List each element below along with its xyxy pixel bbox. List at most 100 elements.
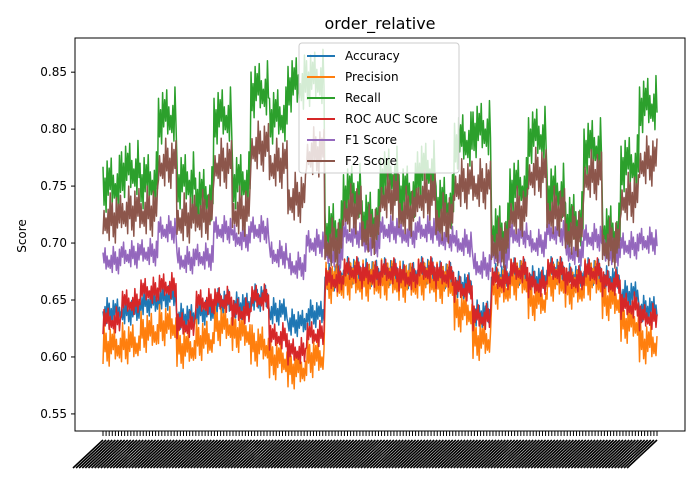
x-tick-label-mark <box>508 439 540 469</box>
x-tick-label-mark <box>323 439 355 469</box>
x-tick-label-mark <box>329 439 361 469</box>
x-tick-label-mark <box>450 439 482 469</box>
x-tick-label-mark <box>156 439 188 469</box>
x-tick-label-mark <box>91 439 123 469</box>
x-tick-label-mark <box>81 439 113 469</box>
chart-title: order_relative <box>324 14 435 34</box>
x-tick-label-mark <box>595 439 627 469</box>
x-tick-label-mark <box>159 439 191 469</box>
x-tick-label-mark <box>332 439 364 469</box>
x-tick-label-mark <box>586 439 618 469</box>
x-tick-label-mark <box>573 439 605 469</box>
x-ticks <box>72 431 658 469</box>
x-tick-label-mark <box>397 439 429 469</box>
x-tick-label-mark <box>217 439 250 469</box>
series-line-f2-score <box>102 120 658 269</box>
x-tick-label-mark <box>304 439 336 469</box>
x-tick-label-mark <box>614 439 646 469</box>
legend-label: F2 Score <box>345 154 397 168</box>
legend: Accuracy Precision Recall ROC AUC Score F1 S… <box>298 42 460 174</box>
x-tick-label-mark <box>289 439 321 469</box>
x-tick-label-mark <box>580 439 612 469</box>
x-tick-label-mark <box>94 439 126 469</box>
x-tick-label-mark <box>118 439 150 469</box>
x-tick-label-mark <box>267 439 299 469</box>
y-tick-label: 0.70 <box>40 236 67 250</box>
x-tick-label-mark <box>601 439 633 469</box>
y-tick-label: 0.80 <box>40 122 67 136</box>
x-tick-label-mark <box>211 439 243 469</box>
x-tick-label-mark <box>233 439 265 469</box>
legend-label: F1 Score <box>345 133 397 147</box>
x-tick-label-mark <box>146 439 178 469</box>
x-tick-label-mark <box>378 439 410 469</box>
y-tick-label: 0.60 <box>40 350 67 364</box>
x-tick-label-mark <box>115 439 147 469</box>
x-tick-label-mark <box>174 439 206 469</box>
x-tick-label-mark <box>177 439 209 469</box>
x-tick-label-mark <box>576 439 609 469</box>
x-tick-label-mark <box>428 439 460 469</box>
x-tick-label-mark <box>205 439 237 469</box>
x-tick-label-mark <box>406 439 438 469</box>
x-tick-label-mark <box>338 439 370 469</box>
x-tick-label-mark <box>620 439 652 469</box>
x-tick-label-mark <box>134 439 166 469</box>
x-tick-label-mark <box>264 439 296 469</box>
x-tick-label-mark <box>186 439 219 469</box>
x-tick-label-mark <box>326 439 358 469</box>
x-tick-label-mark <box>567 439 599 469</box>
x-tick-label-mark <box>521 439 553 469</box>
x-tick-label-mark <box>221 439 253 469</box>
x-tick-label-mark <box>505 439 537 469</box>
x-tick-label-mark <box>236 439 268 469</box>
x-tick-label-mark <box>375 439 407 469</box>
x-tick-label-mark <box>437 439 469 469</box>
x-tick-label-mark <box>279 439 311 469</box>
x-tick-label-mark <box>298 439 330 469</box>
x-tick-label-mark <box>152 439 185 469</box>
x-tick-label-mark <box>171 439 203 469</box>
x-tick-label-mark <box>425 439 457 469</box>
x-tick-label-mark <box>224 439 256 469</box>
x-tick-label-mark <box>140 439 172 469</box>
x-tick-label-mark <box>137 439 169 469</box>
x-tick-label-mark <box>286 439 318 469</box>
x-tick-label-mark <box>128 439 160 469</box>
x-tick-label-mark <box>258 439 290 469</box>
x-tick-label-mark <box>208 439 240 469</box>
x-tick-label-mark <box>341 439 373 469</box>
x-tick-label-mark <box>106 439 138 469</box>
x-tick-label-mark <box>125 439 157 469</box>
x-tick-label-mark <box>626 439 658 469</box>
x-tick-label-mark <box>443 439 475 469</box>
x-tick-label-mark <box>313 439 345 469</box>
y-tick-label: 0.75 <box>40 179 67 193</box>
x-tick-label-mark <box>100 439 132 469</box>
x-tick-label-mark <box>623 439 655 469</box>
x-tick-label-mark <box>180 439 212 469</box>
x-tick-label-mark <box>230 439 262 469</box>
x-tick-label-mark <box>471 439 503 469</box>
x-tick-label-mark <box>480 439 513 469</box>
x-tick-label-mark <box>190 439 222 469</box>
x-tick-label-mark <box>598 439 630 469</box>
x-tick-label-mark <box>273 439 305 469</box>
x-tick-label-mark <box>75 439 107 469</box>
x-tick-label-mark <box>103 439 135 469</box>
x-tick-label-mark <box>87 439 120 469</box>
x-tick-label-mark <box>539 439 571 469</box>
series-layer <box>102 48 658 390</box>
legend-label: Precision <box>345 70 399 84</box>
x-tick-label-mark <box>468 439 500 469</box>
x-tick-label-mark <box>354 439 386 469</box>
x-tick-label-mark <box>248 439 280 469</box>
x-tick-label-mark <box>131 439 163 469</box>
x-tick-label-mark <box>487 439 519 469</box>
x-tick-label-mark <box>242 439 274 469</box>
x-tick-label-mark <box>607 439 639 469</box>
y-tick-label: 0.65 <box>40 293 67 307</box>
x-tick-label-mark <box>474 439 506 469</box>
x-tick-label-mark <box>295 439 327 469</box>
x-tick-label-mark <box>415 439 448 469</box>
